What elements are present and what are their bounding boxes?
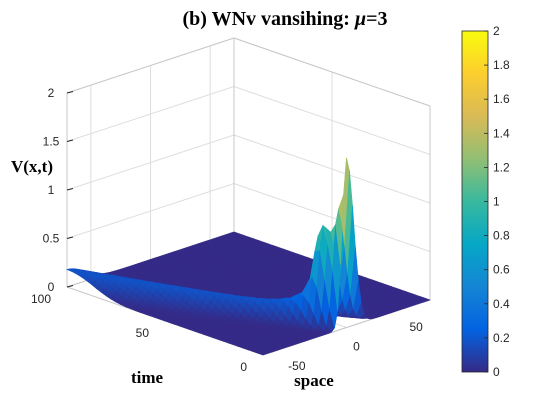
colorbar-tick-label: 2 — [493, 24, 500, 38]
z-tick-mark — [66, 91, 74, 94]
y-axis-label: time — [131, 368, 164, 387]
z-tick-mark — [66, 188, 74, 191]
z-tick-label: 0 — [48, 280, 55, 294]
z-tick-mark — [66, 285, 74, 288]
colorbar-tick-label: 0.2 — [493, 331, 510, 345]
x-tick-label: 0 — [353, 340, 360, 354]
colorbar-tick-label: 0 — [493, 365, 500, 379]
x-axis-label: space — [294, 371, 334, 390]
colorbar-tick-label: 1.8 — [493, 58, 510, 72]
colorbar-tick-label: 0.4 — [493, 297, 510, 311]
y-tick-label: 0 — [240, 360, 247, 374]
y-tick-label: 50 — [136, 326, 150, 340]
colorbar-tick-label: 0.8 — [493, 229, 510, 243]
colorbar-tick-label: 0.6 — [493, 263, 510, 277]
z-tick-label: 1 — [48, 183, 55, 197]
colorbar-tick-label: 1.4 — [493, 126, 510, 140]
z-tick-label: 0.5 — [43, 232, 60, 246]
colorbar: 0 0.2 0.4 0.6 0.8 1 1.2 1.4 1.6 1.8 2 — [461, 24, 510, 379]
title-suffix: =3 — [366, 8, 387, 30]
x-tick-label: 50 — [409, 320, 423, 334]
z-tick-label: 2 — [48, 86, 55, 100]
axis-ticks: 0 0.5 1 1.5 2 0 50 100 -50 0 50 — [31, 86, 423, 374]
y-tick-label: 100 — [31, 292, 51, 306]
title-symbol: μ — [354, 8, 366, 30]
box-edge — [233, 37, 431, 107]
box-edge — [66, 37, 235, 94]
z-axis-label: V(x,t) — [11, 157, 53, 176]
colorbar-gradient — [461, 30, 489, 373]
surface-patch — [421, 297, 431, 302]
z-tick-mark — [66, 236, 74, 239]
z-tick-label: 1.5 — [43, 135, 60, 149]
colorbar-tick-label: 1 — [493, 195, 500, 209]
colorbar-tick-label: 1.2 — [493, 160, 510, 174]
z-tick-mark — [66, 139, 74, 142]
x-tick-label: -50 — [288, 359, 306, 373]
colorbar-tick-label: 1.6 — [493, 92, 510, 106]
colorbar-ticks: 0 0.2 0.4 0.6 0.8 1 1.2 1.4 1.6 1.8 2 — [484, 24, 510, 379]
chart-title: (b) WNv vansihing: μ=3 — [183, 8, 388, 30]
title-prefix: (b) WNv vansihing: — [183, 8, 355, 30]
surface-plot — [66, 157, 431, 356]
